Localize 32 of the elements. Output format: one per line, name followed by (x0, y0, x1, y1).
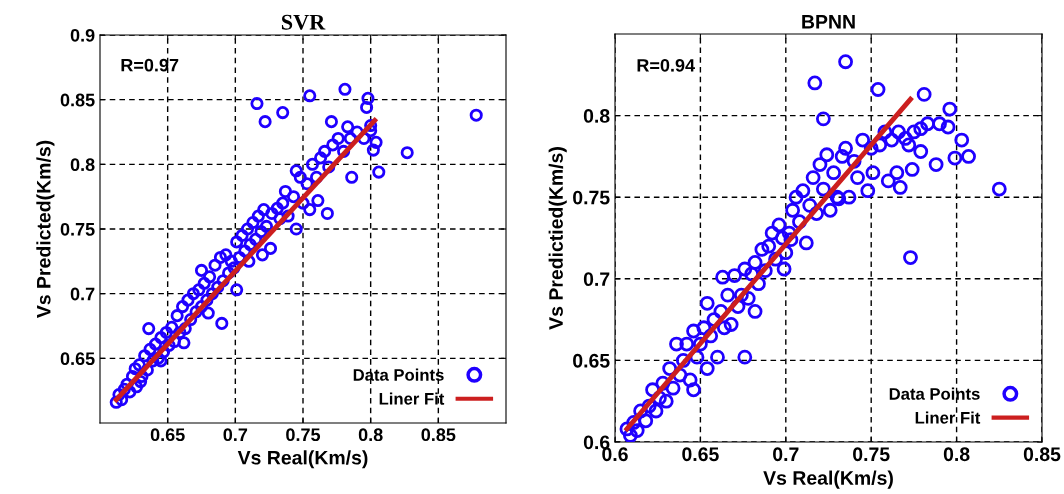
y-tick-label: 0.8 (70, 158, 95, 172)
y-axis-title: Vs Predicted(Km/s) (36, 140, 55, 319)
y-axis-title: Vs Predictied(Km/s) (548, 147, 567, 330)
y-tick-label: 0.7 (70, 287, 95, 301)
annotation: R=0.94 (637, 58, 695, 72)
y-tick-label: 0.7 (583, 272, 610, 287)
y-tick-label: 0.65 (573, 353, 610, 368)
x-tick-label: 0.75 (286, 428, 321, 442)
chart-title: BPNN (802, 15, 855, 29)
legend-label: Data Points (889, 387, 980, 400)
x-tick-label: 0.8 (358, 428, 383, 442)
x-tick-label: 0.8 (943, 447, 970, 462)
chart-title: SVR (281, 14, 326, 30)
x-axis-title: Vs Real(Km/s) (763, 470, 893, 489)
x-tick-label: 0.85 (421, 428, 456, 442)
x-tick-label: 0.65 (150, 428, 185, 442)
y-tick-label: 0.75 (60, 222, 95, 236)
legend-label: Data Points (353, 368, 444, 381)
y-tick-label: 0.65 (60, 352, 95, 366)
legend-label: Liner Fit (379, 392, 445, 405)
annotation: R=0.97 (121, 58, 179, 72)
y-tick-label: 0.8 (583, 109, 610, 123)
y-tick-label: 0.75 (573, 190, 610, 205)
y-tick-label: 0.9 (70, 28, 95, 42)
x-tick-label: 0.65 (682, 447, 719, 462)
y-tick-label: 0.85 (60, 93, 95, 107)
x-tick-label: 0.7 (223, 428, 248, 442)
x-tick-label: 0.7 (773, 447, 799, 462)
x-tick-label: 0.75 (853, 447, 890, 462)
x-axis-title: Vs Real(Km/s) (237, 450, 368, 469)
x-tick-label: 0.85 (1023, 447, 1061, 462)
legend-label: Liner Fit (915, 411, 981, 424)
